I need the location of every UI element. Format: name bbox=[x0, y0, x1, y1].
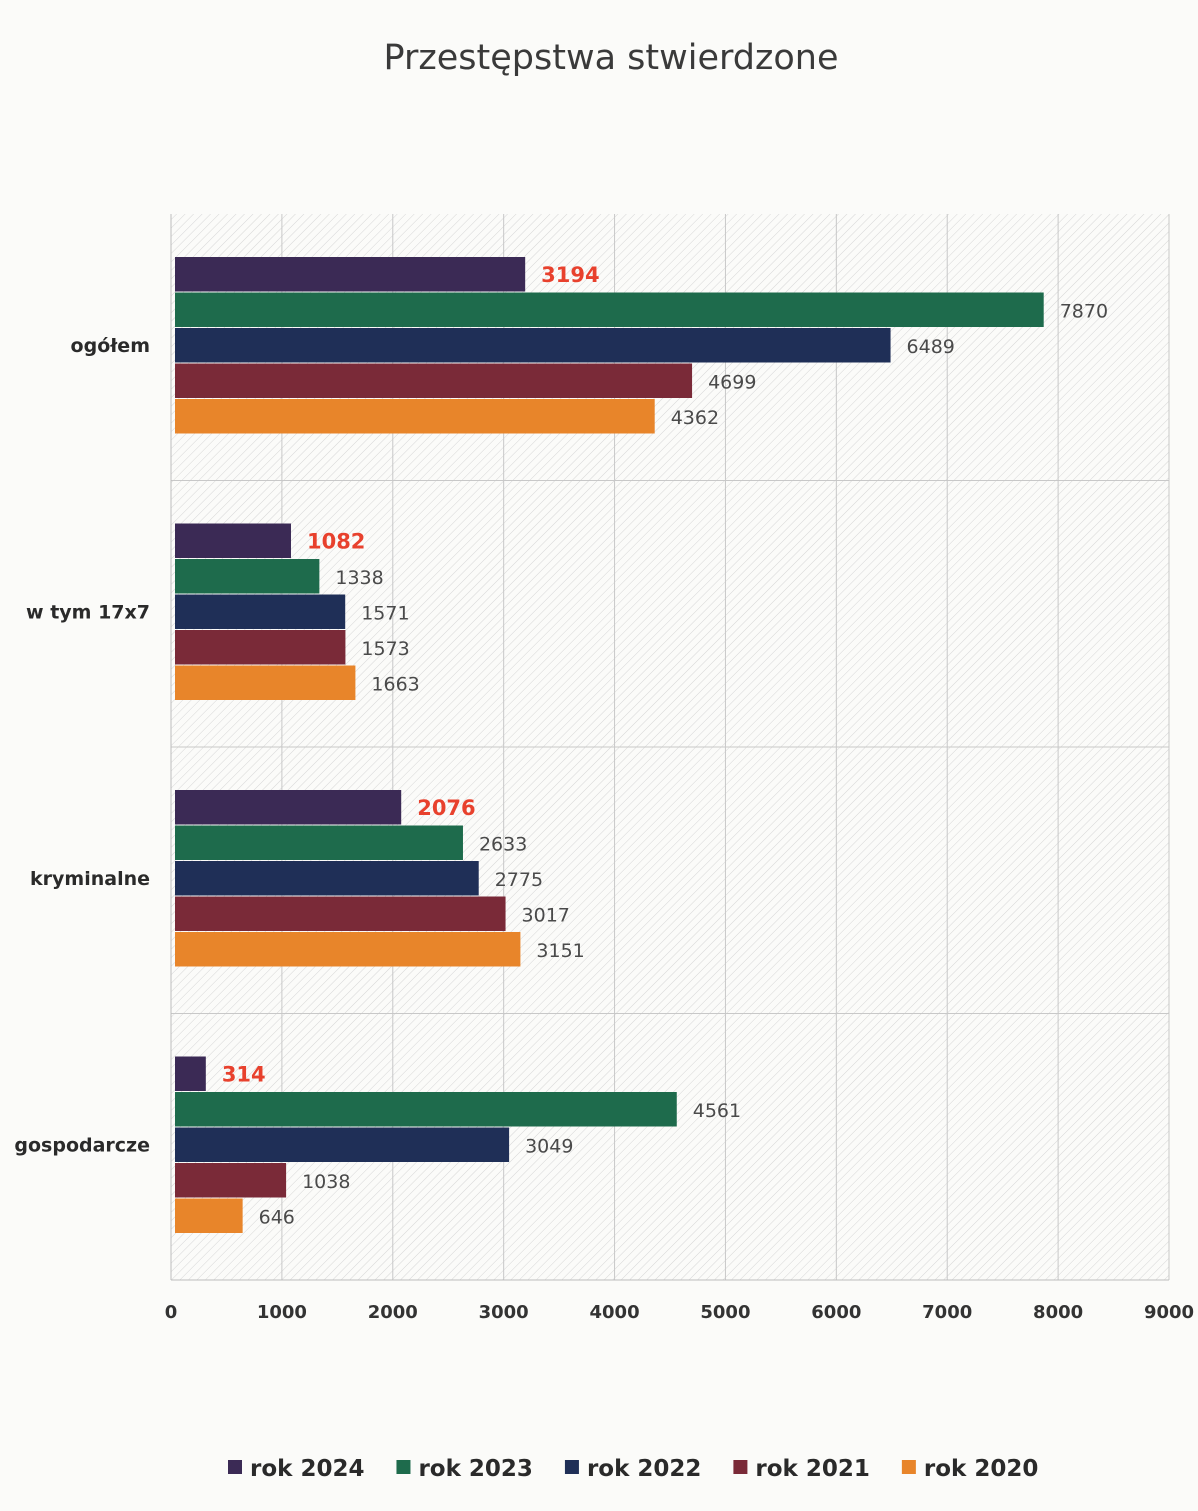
bar bbox=[175, 1198, 243, 1233]
legend-swatch bbox=[733, 1460, 748, 1474]
data-label: 4362 bbox=[671, 407, 719, 429]
legend-label: rok 2022 bbox=[587, 1456, 701, 1482]
data-label: 6489 bbox=[907, 336, 955, 358]
data-label: 4699 bbox=[708, 371, 756, 393]
category-label: gospodarcze bbox=[14, 1134, 150, 1156]
x-tick-label: 3000 bbox=[479, 1302, 529, 1323]
category-label: kryminalne bbox=[30, 868, 150, 890]
legend-swatch bbox=[396, 1460, 411, 1474]
category-labels: ogółem w tym 17x7 kryminalne gospodarcze bbox=[14, 335, 150, 1157]
legend-label: rok 2021 bbox=[755, 1456, 869, 1482]
legend-swatch bbox=[564, 1460, 579, 1474]
x-tick-label: 7000 bbox=[922, 1302, 972, 1323]
bar bbox=[175, 790, 402, 825]
x-tick-label: 5000 bbox=[700, 1302, 750, 1323]
data-label: 2633 bbox=[479, 833, 527, 855]
bar bbox=[175, 292, 1044, 327]
data-label: 1082 bbox=[307, 529, 365, 553]
bar bbox=[175, 328, 891, 363]
data-label: 4561 bbox=[693, 1100, 741, 1122]
bar bbox=[175, 1056, 206, 1091]
data-label: 3049 bbox=[525, 1135, 573, 1157]
legend-label: rok 2020 bbox=[924, 1456, 1038, 1482]
bar bbox=[175, 1092, 677, 1127]
x-tick-label: 2000 bbox=[368, 1302, 418, 1323]
data-label: 646 bbox=[259, 1206, 295, 1228]
legend-swatch bbox=[901, 1460, 916, 1474]
chart-title: Przestępstwa stwierdzone bbox=[384, 38, 839, 78]
bar bbox=[175, 363, 693, 398]
x-tick-label: 6000 bbox=[811, 1302, 861, 1323]
data-label: 1038 bbox=[302, 1171, 350, 1193]
legend: rok 2024 rok 2023 rok 2022 rok 2021 rok 2020 bbox=[228, 1456, 1038, 1482]
legend-swatch bbox=[228, 1460, 242, 1474]
bar bbox=[175, 594, 346, 629]
bar bbox=[175, 1127, 510, 1162]
bar bbox=[175, 559, 320, 594]
bar bbox=[175, 932, 521, 967]
data-label: 3151 bbox=[536, 940, 584, 962]
x-tick-label: 9000 bbox=[1144, 1302, 1194, 1323]
data-label: 2775 bbox=[495, 869, 543, 891]
x-tick-label: 8000 bbox=[1033, 1302, 1083, 1323]
data-label: 3017 bbox=[522, 904, 570, 926]
bar bbox=[175, 665, 356, 700]
value-labels: 3194 7870 6489 4699 4362 1082 1338 1571 1573 1663… bbox=[222, 263, 1108, 1229]
bar bbox=[175, 1163, 287, 1198]
data-label: 1571 bbox=[361, 602, 409, 624]
data-label: 1663 bbox=[371, 673, 419, 695]
data-label: 1573 bbox=[361, 638, 409, 660]
legend-label: rok 2024 bbox=[250, 1456, 364, 1482]
bar bbox=[175, 896, 506, 931]
x-tick-label: 4000 bbox=[590, 1302, 640, 1323]
bar bbox=[175, 630, 346, 665]
x-tick-label: 0 bbox=[165, 1302, 178, 1323]
data-label: 3194 bbox=[541, 263, 599, 287]
bars bbox=[175, 257, 1044, 1233]
data-label: 1338 bbox=[335, 567, 383, 589]
category-label: w tym 17x7 bbox=[26, 601, 150, 623]
data-label: 7870 bbox=[1060, 300, 1108, 322]
legend-label: rok 2023 bbox=[418, 1456, 532, 1482]
x-axis-ticks: 0 1000 2000 3000 4000 5000 6000 7000 8000 9000 bbox=[165, 1302, 1194, 1323]
bar bbox=[175, 825, 463, 860]
bar bbox=[175, 523, 291, 558]
bar bbox=[175, 399, 655, 434]
data-label: 314 bbox=[222, 1062, 266, 1086]
x-tick-label: 1000 bbox=[257, 1302, 307, 1323]
bar bbox=[175, 861, 479, 896]
category-label: ogółem bbox=[71, 335, 150, 357]
data-label: 2076 bbox=[417, 796, 475, 820]
bar bbox=[175, 257, 526, 292]
